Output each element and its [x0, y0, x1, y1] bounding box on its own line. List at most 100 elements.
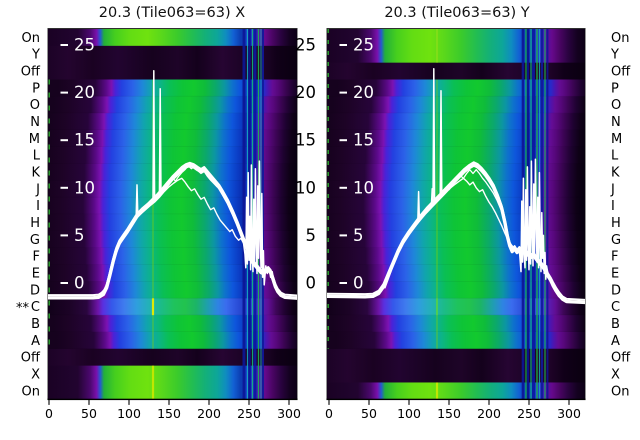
y-tick-dash: [339, 91, 347, 94]
row-label-right: H: [611, 216, 621, 231]
y-tick-label-outer: 0: [306, 274, 317, 293]
heatmap-row: [48, 146, 297, 165]
row-label-right: P: [611, 81, 619, 96]
row-label-left: G: [30, 233, 40, 248]
heatmap-row: [327, 113, 585, 131]
y-tick-label-inner: 0: [74, 274, 85, 293]
row-label-right: Y: [610, 48, 619, 63]
row-label-right: N: [611, 115, 621, 130]
right-panel-title: 20.3 (Tile063=63) Y: [384, 5, 529, 21]
heatmap-row: [327, 247, 585, 266]
row-label-right: I: [611, 199, 615, 214]
heatmap-row: [48, 113, 297, 131]
heatmap-row: [48, 348, 297, 367]
heatmap-row: [48, 315, 297, 333]
heatmap-row: [327, 331, 585, 350]
heatmap-row: [48, 96, 297, 114]
row-label-right: C: [611, 300, 620, 315]
row-label-left: I: [36, 199, 40, 214]
y-tick-dash: [60, 282, 68, 284]
heatmap-row: [327, 214, 585, 232]
heatmap-row: [327, 315, 585, 333]
heatmap-row: [327, 365, 585, 384]
heatmap-row: [327, 230, 585, 249]
right-spine: [584, 29, 586, 400]
y-tick-label-inner: 25: [353, 36, 374, 55]
top-spine: [47, 28, 298, 29]
row-label-right: F: [611, 250, 618, 265]
right-spine: [296, 29, 298, 400]
heatmap-row: [48, 365, 297, 384]
heatmap-row: [327, 62, 585, 81]
heatmap-row: [48, 62, 297, 81]
left-spine: [47, 29, 49, 400]
row-label-left: J: [35, 182, 40, 197]
heatmap-row: [48, 331, 297, 350]
heatmap-row: [48, 247, 297, 266]
left-spine: [326, 29, 328, 400]
y-tick-label-inner: 15: [74, 131, 95, 150]
heatmap-row: [327, 79, 585, 97]
x-axis-line: [47, 398, 298, 401]
profile-curve-spikes: [133, 69, 287, 299]
row-label-left: On: [22, 384, 40, 399]
row-label-right: On: [611, 31, 629, 46]
heatmap-row: [48, 197, 297, 215]
x-tick-label: 300: [277, 406, 301, 421]
y-tick-dash: [60, 234, 68, 237]
y-tick-label-outer: 5: [306, 226, 317, 245]
row-label-right: B: [611, 317, 620, 332]
row-label-right: X: [611, 368, 620, 383]
left-panel-title: 20.3 (Tile063=63) X: [99, 5, 245, 21]
x-tick-label: 50: [81, 406, 97, 421]
row-label-right: G: [611, 233, 621, 248]
heatmap-row: [48, 180, 297, 198]
row-label-left: B: [31, 317, 40, 332]
x-tick-label: 200: [197, 406, 221, 421]
x-tick-label: 50: [361, 406, 377, 421]
x-tick-label: 0: [325, 406, 333, 421]
y-tick-dash: [339, 44, 347, 46]
heatmap-row: [48, 163, 297, 182]
profile-curve-spikes: [414, 68, 570, 303]
x-tick-label: 300: [557, 406, 581, 421]
heatmap-row: [327, 96, 585, 114]
row-label-left: Off: [21, 351, 41, 366]
y-tick-label-inner: 25: [74, 36, 95, 55]
row-label-right: Off: [611, 351, 631, 366]
heatmap-row: [48, 79, 297, 97]
row-label-left: H: [30, 216, 40, 231]
heatmap-row: [327, 129, 585, 148]
profile-curves: [327, 68, 585, 305]
profile-curve-thin: [96, 177, 265, 298]
x-axis-line: [326, 398, 586, 401]
y-tick-dash: [60, 186, 68, 189]
row-label-left: D: [30, 283, 40, 298]
heatmap-row: [48, 298, 297, 316]
row-label-left: M: [29, 132, 40, 147]
row-label-right: M: [611, 132, 622, 147]
y-tick-label-outer: 15: [295, 131, 316, 150]
y-tick-label-outer: 25: [295, 36, 316, 55]
top-spine: [326, 28, 586, 29]
row-label-left: E: [32, 267, 40, 282]
y-tick-label-inner: 5: [353, 226, 364, 245]
row-label-left: Y: [31, 48, 40, 63]
heatmap-row: [48, 129, 297, 148]
row-label-left: C: [31, 300, 40, 315]
row-label-right: Off: [611, 65, 631, 80]
y-tick-label-inner: 0: [353, 274, 364, 293]
row-label-left: P: [32, 81, 40, 96]
y-tick-label-outer: 20: [295, 83, 316, 102]
row-label-left: N: [30, 115, 40, 130]
y-tick-label-inner: 10: [353, 178, 374, 197]
row-label-left: A: [31, 334, 40, 349]
y-tick-label-inner: 15: [353, 131, 374, 150]
x-tick-label: 250: [237, 406, 261, 421]
y-tick-label-inner: 10: [74, 178, 95, 197]
